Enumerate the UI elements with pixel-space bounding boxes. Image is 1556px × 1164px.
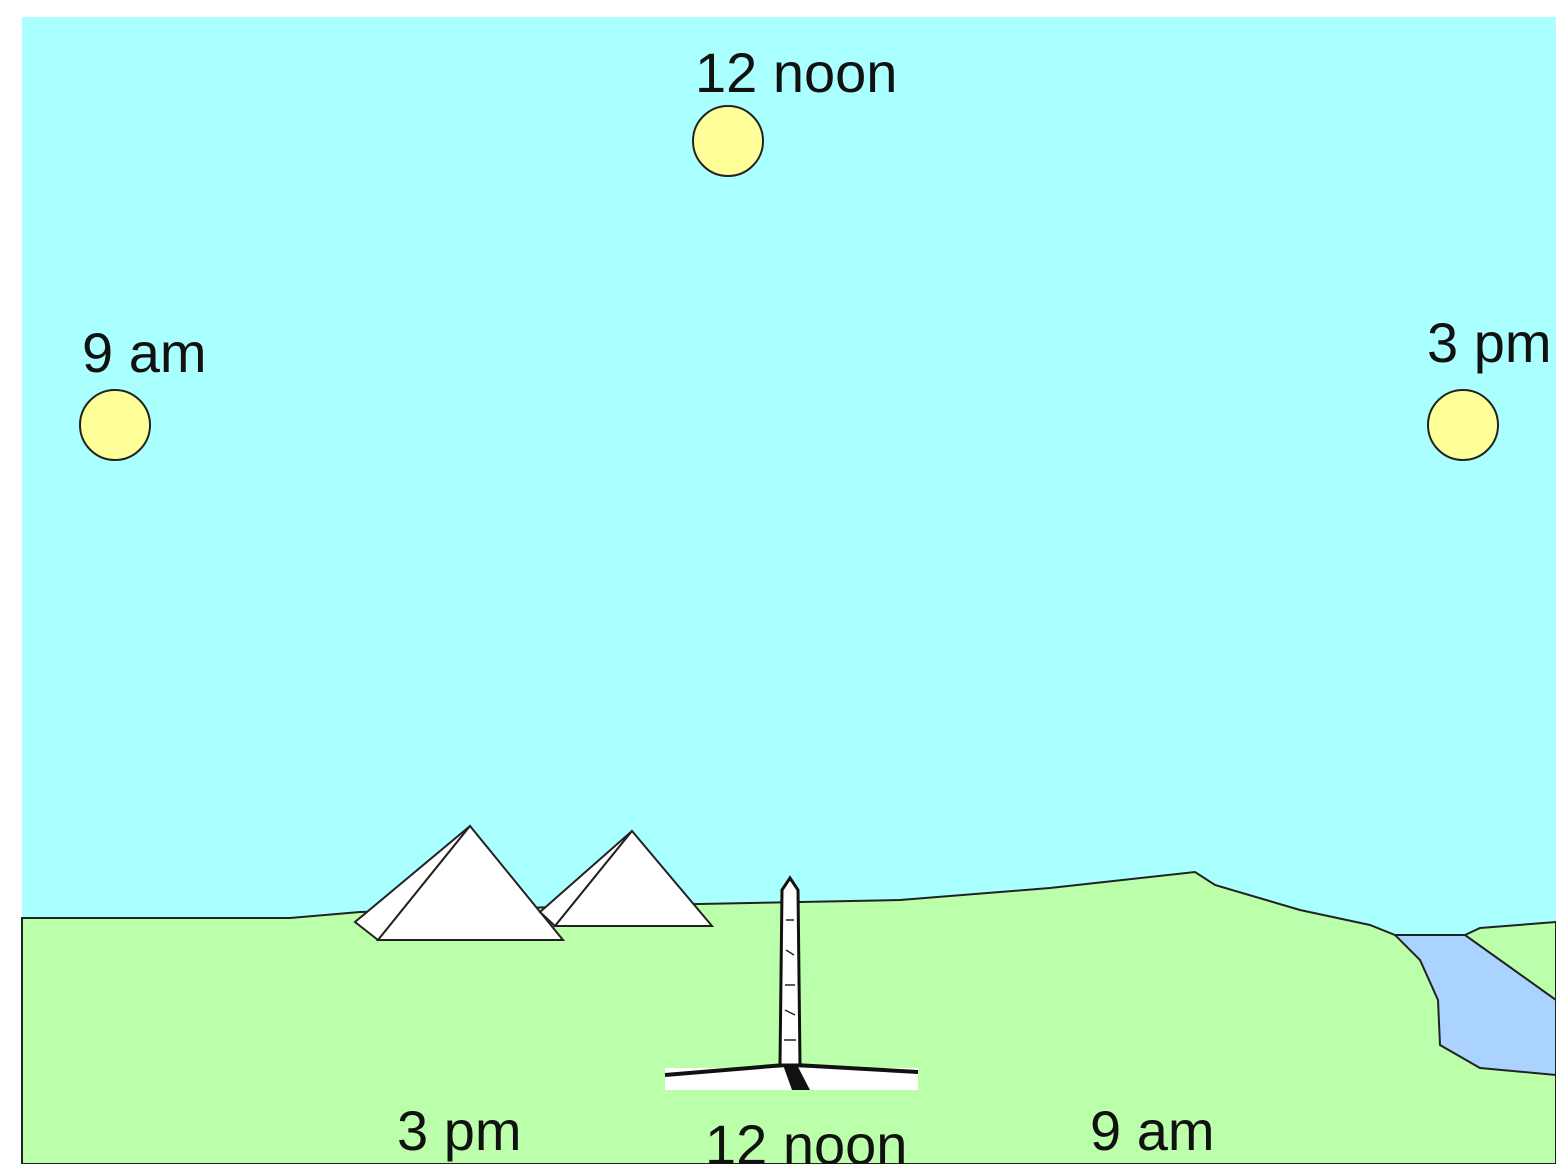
shadow-label: 3 pm	[397, 1099, 522, 1162]
sun-label: 9 am	[82, 321, 207, 384]
shadow-label: 9 am	[1090, 1099, 1215, 1162]
sun	[1428, 390, 1498, 460]
diagram: 9 am 12 noon 3 pm 3 pm 12 noon 9 am	[0, 0, 1556, 1164]
page: 9 am 12 noon 3 pm 3 pm 12 noon 9 am (() …	[0, 0, 1556, 1164]
shadow-label: 12 noon	[705, 1113, 907, 1164]
obelisk	[780, 878, 800, 1065]
sun	[693, 106, 763, 176]
sun-label: 12 noon	[695, 41, 897, 104]
sun	[80, 390, 150, 460]
sun-label: 3 pm	[1427, 311, 1552, 374]
